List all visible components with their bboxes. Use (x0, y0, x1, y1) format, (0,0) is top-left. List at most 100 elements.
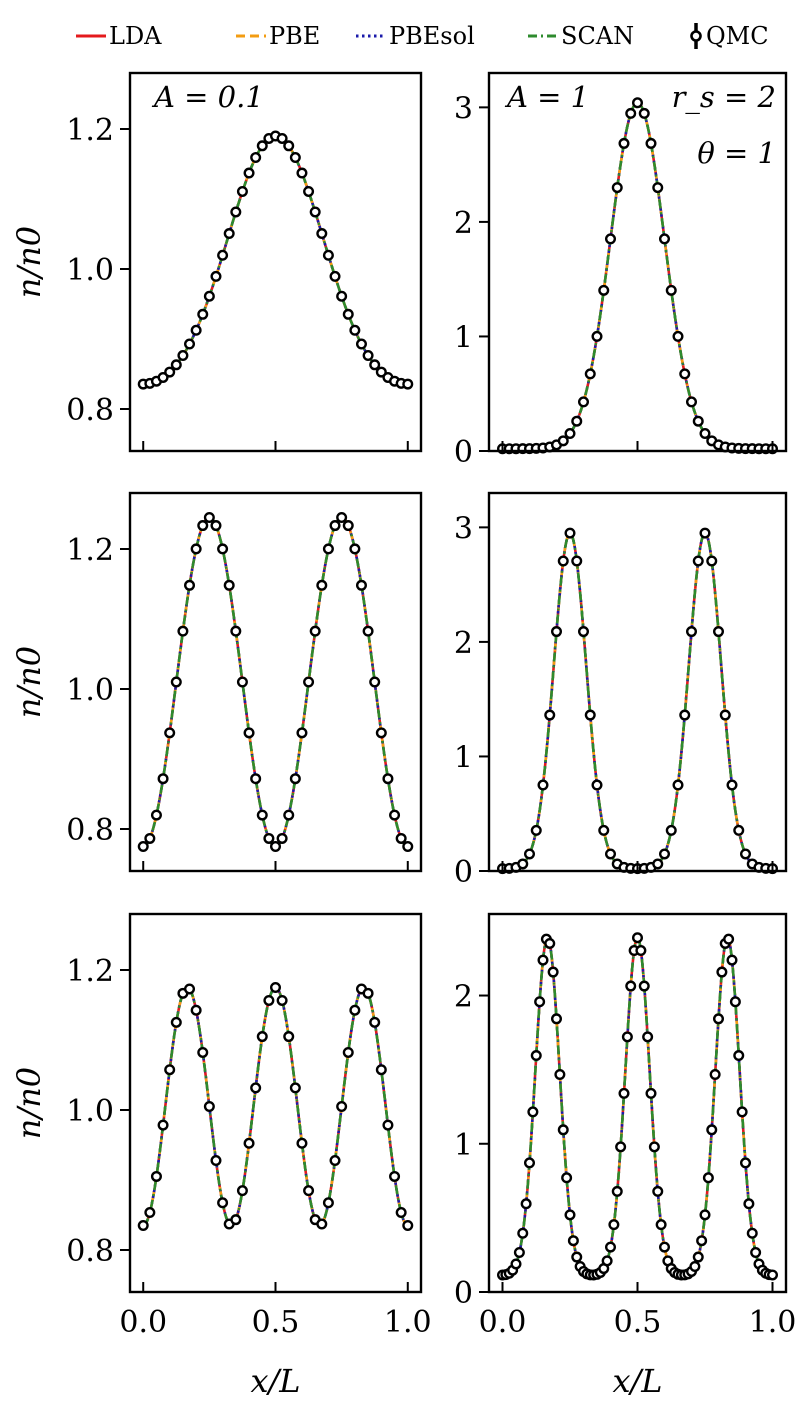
qmc-point (513, 1246, 525, 1258)
series-line-lda (143, 134, 408, 386)
qmc-point (665, 824, 677, 836)
qmc-point (530, 1050, 542, 1062)
legend-entry-pbe: PBE (236, 22, 320, 50)
qmc-point (608, 1219, 620, 1231)
qmc-point (699, 428, 711, 440)
qmc-point (283, 1031, 295, 1043)
qmc-point (726, 954, 738, 966)
qmc-point (197, 308, 209, 320)
qmc-point (316, 1218, 328, 1230)
qmc-point (584, 709, 596, 721)
series-line-pbesol (143, 134, 408, 386)
qmc-point (571, 415, 583, 427)
qmc-point (349, 543, 361, 555)
qmc-point (686, 396, 698, 408)
y-tick-label: 1.0 (66, 253, 114, 288)
qmc-point (524, 848, 536, 860)
x-tick-label: 0.5 (614, 1305, 662, 1340)
series-line-scan (143, 516, 408, 848)
qmc-point (611, 1185, 623, 1197)
qmc-point (250, 1082, 262, 1094)
qmc-point (342, 1046, 354, 1058)
qmc-point (584, 368, 596, 380)
qmc-point (230, 625, 242, 637)
qmc-point (150, 809, 162, 821)
qmc-point (686, 626, 698, 638)
y-axis-label: n/n0 (10, 226, 48, 298)
qmc-point (170, 359, 182, 371)
qmc-point (621, 1031, 633, 1043)
panel-annotation: θ = 1 (697, 136, 776, 170)
qmc-point (571, 1251, 583, 1263)
qmc-point (520, 1198, 532, 1210)
qmc-point (625, 107, 637, 119)
panel-annotation: r_s = 2 (672, 80, 776, 115)
panel-r1-c0: 0.8 1.0 1.2 n/n0 (10, 491, 423, 873)
qmc-point (743, 1198, 755, 1210)
qmc-point (642, 1031, 654, 1043)
y-tick-label: 3 (454, 511, 473, 546)
qmc-point (276, 132, 288, 144)
qmc-point (164, 366, 176, 378)
panel-annotation: A = 0.1 (151, 80, 264, 114)
qmc-point (243, 727, 255, 739)
y-tick-label: 1 (454, 1128, 473, 1163)
y-axis-label: n/n0 (10, 646, 48, 718)
qmc-point (164, 1064, 176, 1076)
qmc-point (733, 824, 745, 836)
y-tick-label: 0.8 (66, 393, 114, 428)
qmc-point (598, 284, 610, 296)
qmc-point (652, 1185, 664, 1197)
qmc-point (137, 841, 149, 853)
qmc-point (767, 1269, 779, 1281)
qmc-point (648, 1141, 660, 1153)
panel-annotation: A = 1 (504, 80, 589, 114)
qmc-point (605, 1241, 617, 1253)
qmc-point (395, 1207, 407, 1219)
series-line-pbe (142, 986, 409, 1227)
axes-frame (128, 912, 423, 1294)
qmc-point (144, 832, 156, 844)
y-tick-label: 1 (454, 740, 473, 775)
series-line-lda (143, 516, 408, 848)
x-tick-label: 1.0 (749, 1305, 797, 1340)
qmc-point (638, 107, 650, 119)
panel-r0-c1: 0 1 2 3 A = 1 r_s = 2 θ = 1 (454, 71, 788, 470)
qmc-point (190, 1004, 202, 1016)
qmc-point (369, 1016, 381, 1028)
qmc-point (672, 330, 684, 342)
x-tick-label: 0.0 (119, 1305, 167, 1340)
legend-entry-pbesol: PBEsol (356, 22, 475, 50)
qmc-point (210, 270, 222, 282)
qmc-point (276, 832, 288, 844)
qmc-point (605, 233, 617, 245)
qmc-point (692, 415, 704, 427)
y-tick-label: 1 (454, 320, 473, 355)
qmc-point (336, 512, 348, 524)
qmc-point (256, 1031, 268, 1043)
qmc-point (329, 1155, 341, 1167)
qmc-point (230, 1214, 242, 1226)
qmc-point (316, 579, 328, 591)
qmc-point (561, 1172, 573, 1184)
qmc-point (632, 97, 644, 109)
qmc-point (517, 1227, 529, 1239)
qmc-point (551, 1013, 563, 1025)
x-axis-label: x/L (250, 1362, 300, 1400)
qmc-point (402, 378, 414, 390)
qmc-point (270, 841, 282, 853)
series-line-pbe (143, 134, 408, 386)
qmc-point (709, 1068, 721, 1080)
qmc-point (578, 626, 590, 638)
qmc-point (329, 270, 341, 282)
qmc-point (402, 1219, 414, 1231)
y-tick-label: 1.2 (66, 954, 114, 989)
qmc-point (618, 137, 630, 149)
y-tick-label: 1.2 (66, 533, 114, 568)
qmc-point (342, 520, 354, 532)
qmc-point (137, 1219, 149, 1231)
qmc-point (263, 832, 275, 844)
qmc-point (236, 185, 248, 197)
qmc-point (230, 206, 242, 218)
